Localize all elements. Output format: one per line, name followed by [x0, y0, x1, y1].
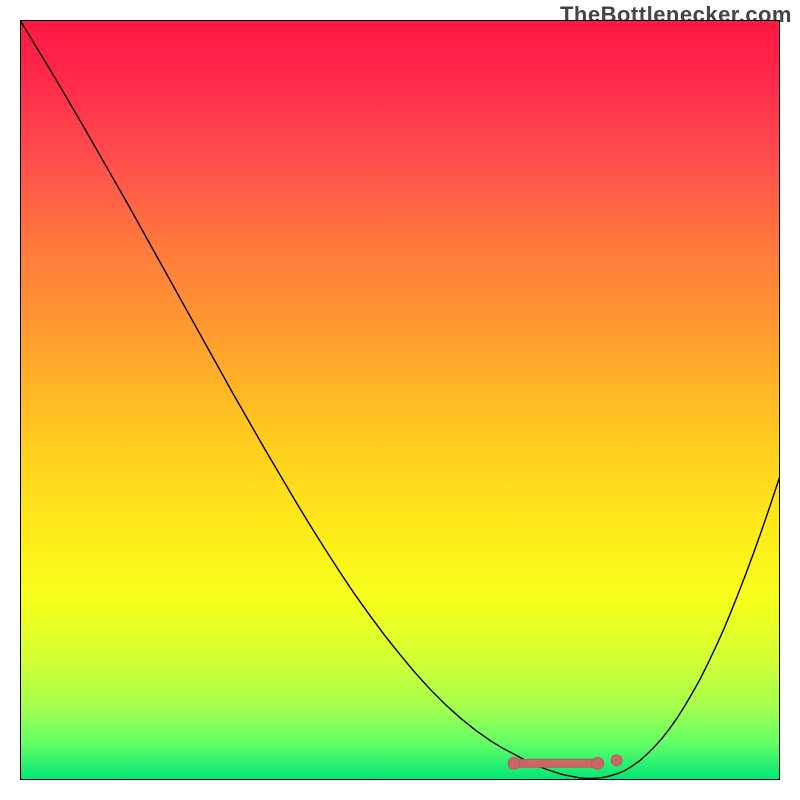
optimal-range-pill — [514, 759, 598, 767]
optimal-range-end — [592, 757, 604, 769]
bottleneck-chart — [20, 20, 780, 780]
chart-frame: TheBottlenecker.com — [0, 0, 800, 800]
chart-background — [20, 20, 780, 780]
current-config-marker — [611, 755, 622, 766]
optimal-range-start — [508, 757, 520, 769]
